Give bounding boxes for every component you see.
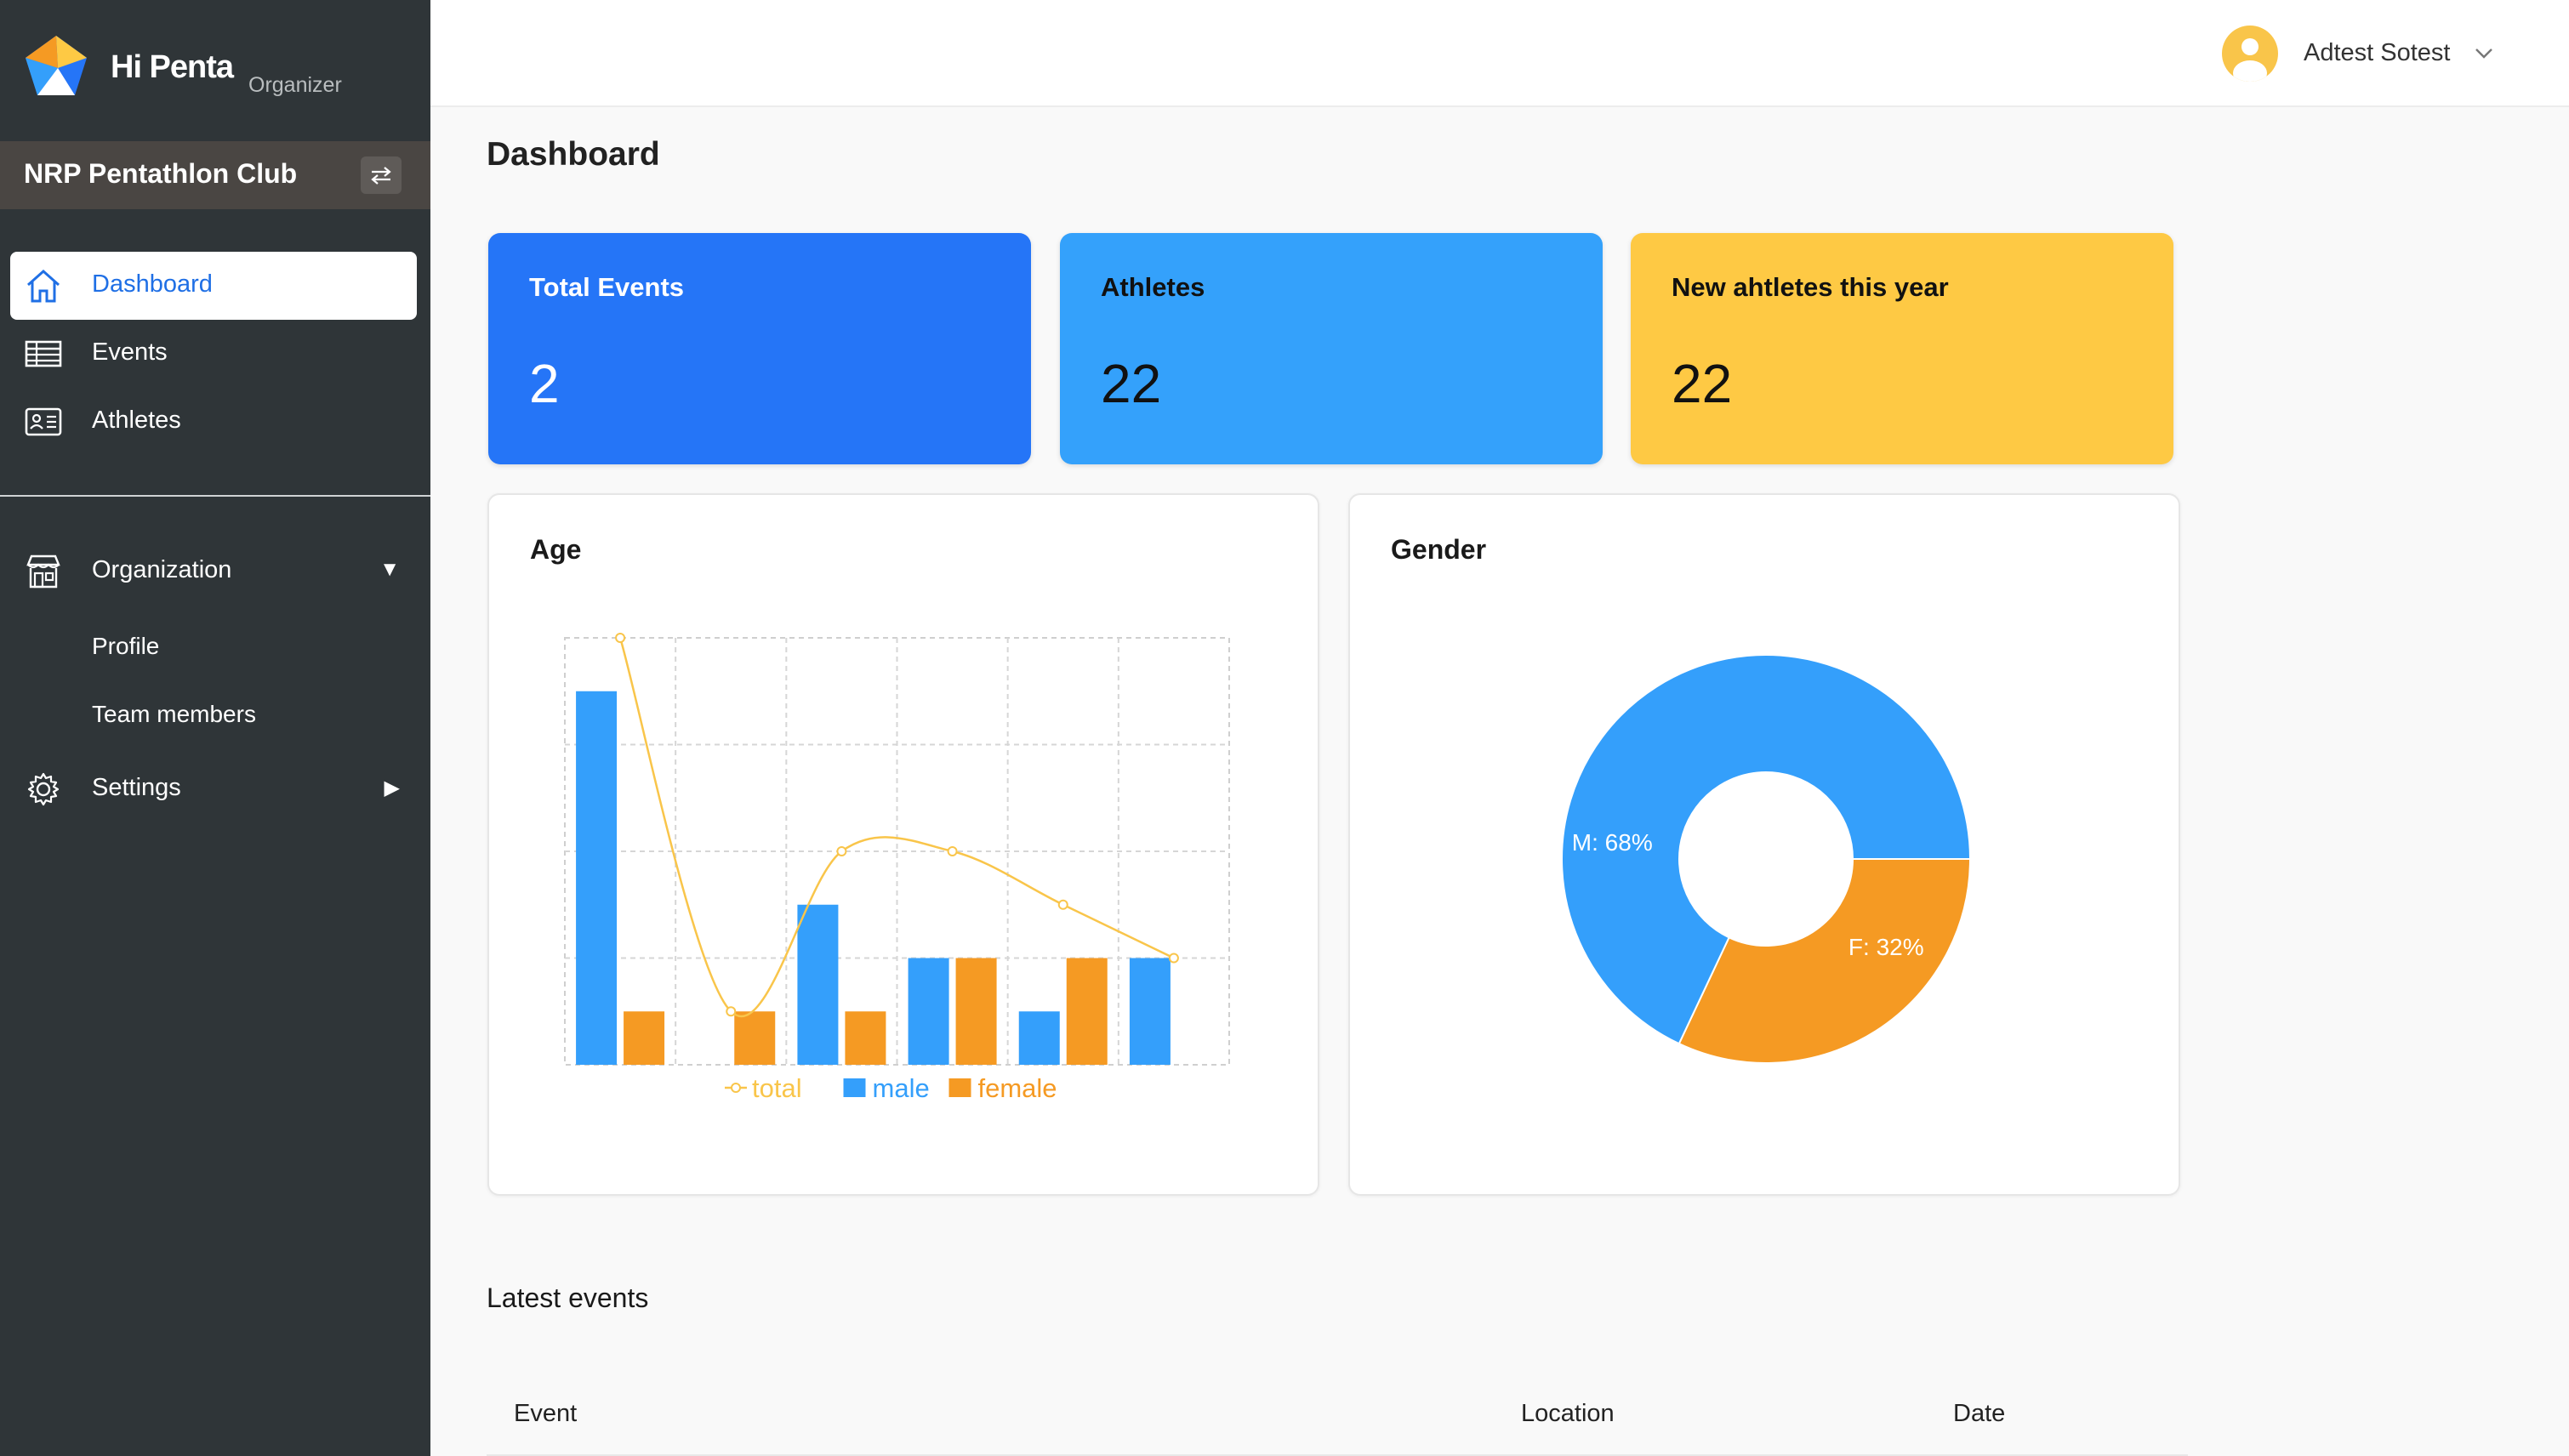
sidebar-subitem-profile[interactable]: Profile (92, 633, 160, 659)
gender-chart-card: Gender F: 32% M: 68% (1348, 493, 2180, 1196)
column-header-date[interactable]: Date (1953, 1400, 2006, 1427)
swap-arrows-icon (371, 167, 391, 185)
latest-events-title: Latest events (487, 1283, 649, 1313)
pie-slice-f[interactable] (1678, 858, 1972, 1064)
sidebar-divider (0, 495, 430, 497)
brand-logo[interactable]: Hi Penta Organizer (24, 34, 449, 111)
top-bar: Adtest Sotest (430, 0, 2569, 107)
stat-label: Total Events (529, 272, 685, 302)
age-chart: total male female (564, 633, 1230, 1103)
bar-female[interactable] (1066, 958, 1108, 1066)
building-icon (26, 555, 60, 589)
stat-card-total-events: Total Events 2 (488, 233, 1031, 464)
user-icon (2233, 38, 2267, 82)
sidebar-item-label: Events (92, 338, 168, 366)
slice-label-f: F: 32% (1848, 934, 1924, 960)
point-total[interactable] (947, 846, 958, 856)
point-total[interactable] (615, 633, 626, 643)
legend-label: total (752, 1073, 802, 1103)
legend-item-male[interactable]: male (843, 1073, 930, 1103)
user-menu-name[interactable]: Adtest Sotest (2304, 39, 2451, 66)
events-table-header: Event Location Date (487, 1378, 2188, 1456)
bar-female[interactable] (955, 958, 997, 1066)
point-total[interactable] (1057, 899, 1068, 910)
stat-label: New ahtletes this year (1672, 272, 1949, 302)
brand-subtitle: Organizer (248, 73, 342, 97)
chart-legend: total male female (725, 1073, 1057, 1103)
bar-male[interactable] (576, 691, 618, 1065)
sidebar-item-events[interactable]: Events (10, 320, 417, 388)
id-card-icon (25, 407, 62, 436)
slice-label-m: M: 68% (1572, 829, 1653, 856)
chart-title: Gender (1391, 534, 1487, 565)
chart-title: Age (530, 534, 582, 565)
pie-slice-m[interactable] (1561, 654, 1972, 1045)
sidebar: Hi Penta Organizer NRP Pentathlon Club D… (0, 0, 430, 1456)
legend-label: female (978, 1073, 1057, 1103)
caret-down-icon: ▼ (379, 558, 400, 581)
sidebar-item-label: Dashboard (92, 270, 213, 298)
stat-value: 2 (529, 353, 560, 414)
bar-female[interactable] (734, 1011, 776, 1065)
sidebar-item-label: Organization (92, 556, 232, 583)
pentagon-logo-icon (26, 36, 87, 95)
chart-grid (564, 637, 1230, 1066)
user-avatar[interactable] (2222, 26, 2278, 82)
sidebar-item-dashboard[interactable]: Dashboard (10, 252, 417, 320)
point-total[interactable] (836, 846, 847, 856)
sidebar-item-organization[interactable]: Organization ▼ (10, 537, 417, 606)
home-icon (27, 269, 60, 303)
legend-item-total[interactable]: total (725, 1073, 802, 1103)
club-selector[interactable]: NRP Pentathlon Club (0, 141, 430, 209)
legend-label: male (873, 1073, 930, 1103)
bar-male[interactable] (1018, 1011, 1060, 1065)
sidebar-item-label: Athletes (92, 407, 181, 434)
sidebar-item-settings[interactable]: Settings ▶ (10, 755, 417, 823)
point-total[interactable] (726, 1006, 737, 1017)
switch-club-button[interactable] (361, 156, 402, 194)
brand-name: Hi Penta (111, 49, 234, 85)
stat-value: 22 (1101, 353, 1162, 414)
column-header-location[interactable]: Location (1521, 1400, 1615, 1427)
stat-label: Athletes (1101, 272, 1205, 302)
point-total[interactable] (1168, 953, 1179, 964)
table-icon (25, 340, 62, 367)
column-header-event[interactable]: Event (514, 1400, 578, 1427)
age-chart-card: Age total male female (487, 493, 1319, 1196)
caret-right-icon: ▶ (384, 776, 400, 799)
stat-card-new-athletes: New ahtletes this year 22 (1631, 233, 2173, 464)
page-title: Dashboard (487, 136, 660, 173)
legend-item-female[interactable]: female (948, 1073, 1057, 1103)
sidebar-item-athletes[interactable]: Athletes (10, 388, 417, 456)
gear-icon (27, 772, 60, 806)
bar-male[interactable] (1129, 958, 1171, 1066)
sidebar-item-label: Settings (92, 774, 181, 801)
gender-chart: F: 32% M: 68% (1561, 654, 1972, 1064)
bar-female[interactable] (845, 1011, 886, 1065)
bar-female[interactable] (624, 1011, 665, 1065)
stat-card-athletes: Athletes 22 (1060, 233, 1603, 464)
club-name: NRP Pentathlon Club (24, 158, 298, 189)
stat-value: 22 (1672, 353, 1733, 414)
bar-male[interactable] (797, 904, 839, 1065)
chevron-down-icon[interactable] (2474, 44, 2494, 61)
bar-male[interactable] (908, 958, 949, 1066)
sidebar-subitem-team-members[interactable]: Team members (92, 701, 256, 727)
